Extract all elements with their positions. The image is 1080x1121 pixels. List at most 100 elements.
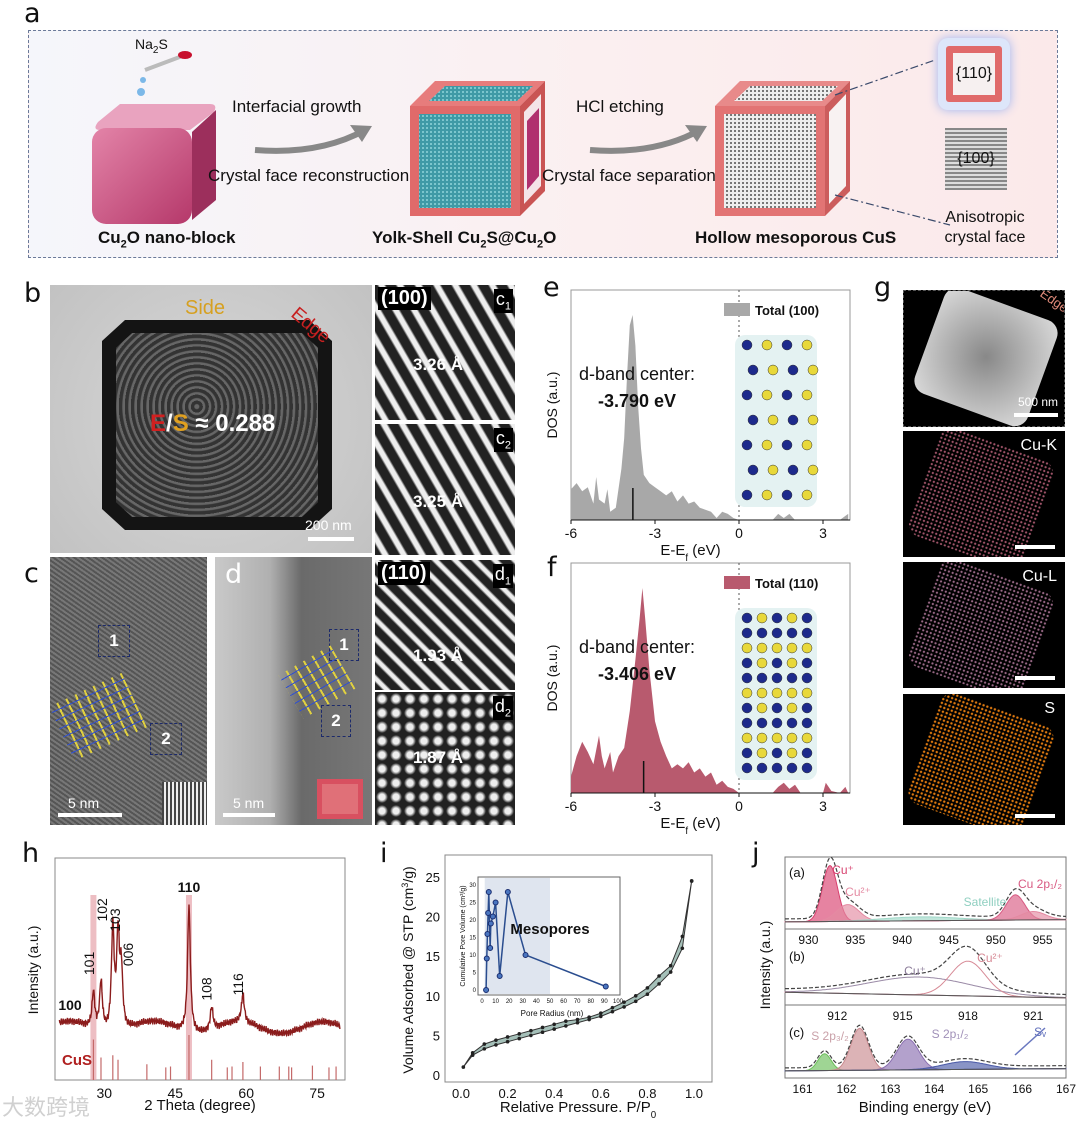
cu-atom [771,612,783,624]
x-axis-label: Relative Pressure. P/P0 [500,1099,657,1121]
s-atom [801,732,813,744]
adsorption-point [461,1065,466,1069]
s-atom [756,612,768,624]
haadf-image: Edge 500 nm [903,290,1065,427]
desorption-point [540,1025,545,1030]
cu-atom [741,489,753,501]
s-atom [786,687,798,699]
inset-x-tick-label: 0 [480,999,484,1005]
scale-label: 5 nm [68,795,100,811]
x-tick-label: 930 [798,933,818,947]
arrow-icon [254,125,372,154]
s-atom [771,642,783,654]
cu-atom [741,762,753,774]
desorption-point [645,986,650,990]
x-tick-label: 161 [793,1082,813,1096]
cu-atom [747,414,759,426]
s-atom [801,642,813,654]
legend-swatch [724,576,750,589]
aniso-line2: crystal face [944,229,1026,246]
subpanel-tag: c1 [493,289,513,313]
inset-y-axis-label: Cumulative Pore Volume (cm³/g) [460,885,467,986]
s-atom [786,732,798,744]
mesopore-region [484,878,550,994]
s-atom [741,642,753,654]
x-tick-label: 60 [238,1085,254,1101]
x-tick-label: 166 [1012,1082,1032,1096]
cu2o-label: Cu2O nano-block [98,228,236,251]
adsorption-point [680,946,685,951]
s-atom [786,657,798,669]
eds-map-cu-l: Cu-L [903,562,1065,688]
legend-label: Total (100) [755,303,819,318]
x-tick-label: 0.8 [638,1086,656,1101]
s-atom [767,464,779,476]
background-line [784,991,1067,999]
inset-x-tick-label: 70 [574,999,581,1005]
cu-atom [787,414,799,426]
s-atom [801,687,813,699]
dos-area [571,315,849,520]
cu-atom [771,747,783,759]
step2-bottom-label: Crystal face separation [542,166,716,185]
desorption-point [689,879,694,883]
inset-x-tick-label: 60 [560,999,567,1005]
peak-annotation: Cu 2p₁/₂ [1018,877,1062,891]
peak-label: 100 [58,997,82,1013]
y-tick-label: 15 [426,949,440,964]
cu-atom [801,747,813,759]
scale-bar [1014,413,1058,417]
cu-atom [747,464,759,476]
inset-fft [162,782,207,825]
tem-image-b: Side Edge E/S ≈ 0.288 200 nm [50,285,372,553]
x-tick-label: -3 [649,525,662,541]
peak-annotation: Cu²⁺ [845,885,871,899]
plot-frame [444,854,713,1083]
adsorption-point [575,1020,580,1025]
panel-label-j: j [752,838,760,869]
pore-volume-point [504,889,511,895]
s-atom [771,687,783,699]
anisotropic-label: Anisotropic crystal face [930,208,1040,248]
mesopores-label: Mesopores [510,921,589,938]
panel-label-c: c [24,558,39,589]
pore-volume-point [483,955,490,962]
panel-label-g: g [874,272,892,303]
peak-annotation: Cu⁺ [832,863,854,877]
x-tick-label: 0 [735,798,743,814]
region-box-2: 2 [150,723,182,755]
peak-label: 101 [81,952,97,976]
cu-atom [741,672,753,684]
x-axis-label: E-Ef (eV) [660,542,720,564]
panel-label-i: i [380,838,388,869]
desorption-point [575,1017,580,1022]
s-atom [807,364,819,376]
s-atom [786,642,798,654]
desorption-point [657,974,661,978]
inset-y-tick-label: 20 [469,918,476,924]
cu-atom [771,627,783,639]
cu-atom [741,627,753,639]
pore-volume-point [496,973,503,979]
y-tick-label: 25 [426,870,440,885]
highlight-band [185,895,192,1080]
region-box-1: 1 [329,629,359,661]
hrtem-image-c: 1 2 5 nm [50,557,207,825]
pore-volume-point [602,983,609,990]
x-tick-label: 45 [167,1085,183,1101]
pore-volume-point [485,889,492,895]
peak-label: 102 [94,898,110,922]
cu-atom [786,717,798,729]
cu-atom [756,627,768,639]
x-tick-label: 162 [836,1082,856,1096]
s-atom [756,687,768,699]
s-atom [756,657,768,669]
adsorption-point [622,1005,626,1009]
scale-bar [1015,545,1055,549]
adsorption-point [540,1030,545,1035]
inset-x-tick-label: 80 [587,999,594,1005]
adsorption-point [633,999,638,1004]
pore-volume-point [489,913,496,920]
envelope-curve [785,1024,1066,1069]
